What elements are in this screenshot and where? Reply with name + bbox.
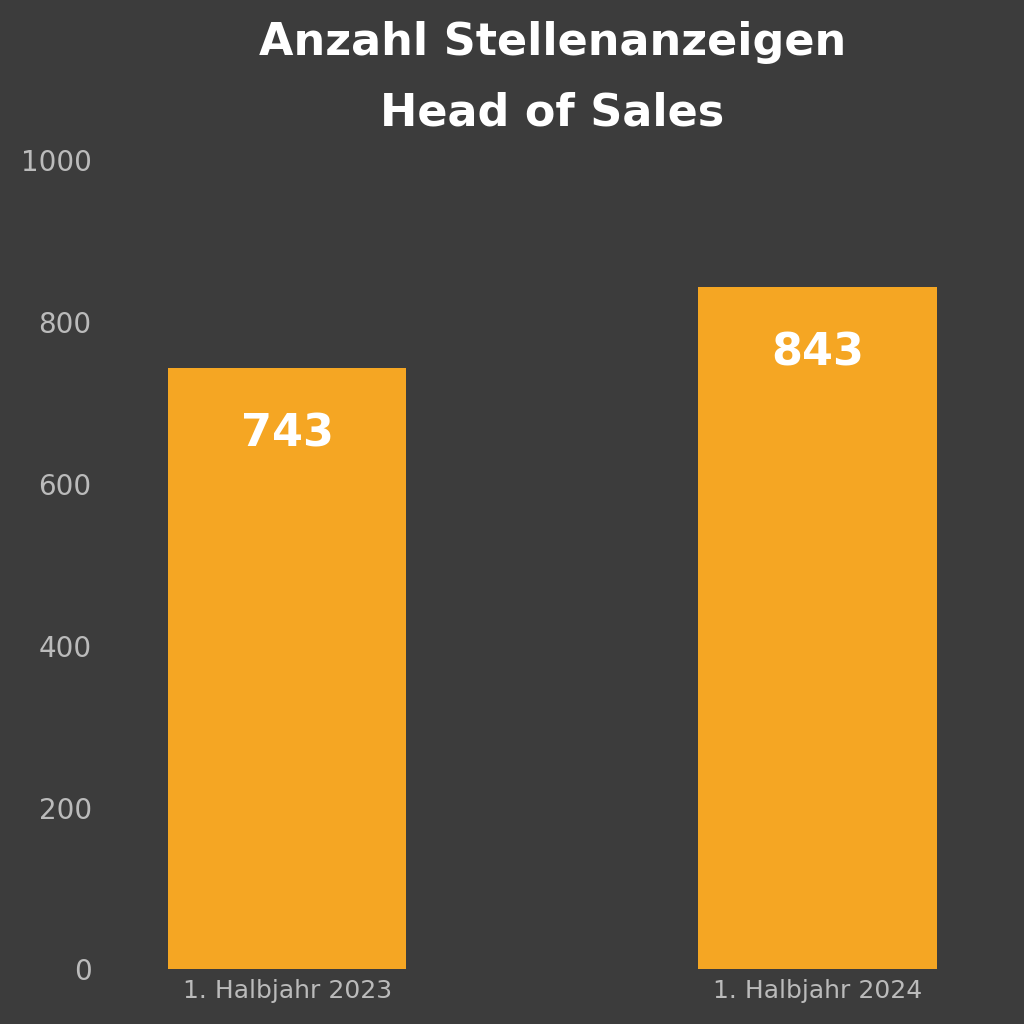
Bar [168, 368, 407, 970]
Bar [698, 287, 937, 970]
Text: 843: 843 [771, 332, 864, 375]
Title: Anzahl Stellenanzeigen
Head of Sales: Anzahl Stellenanzeigen Head of Sales [259, 20, 846, 134]
Text: 743: 743 [241, 413, 334, 456]
